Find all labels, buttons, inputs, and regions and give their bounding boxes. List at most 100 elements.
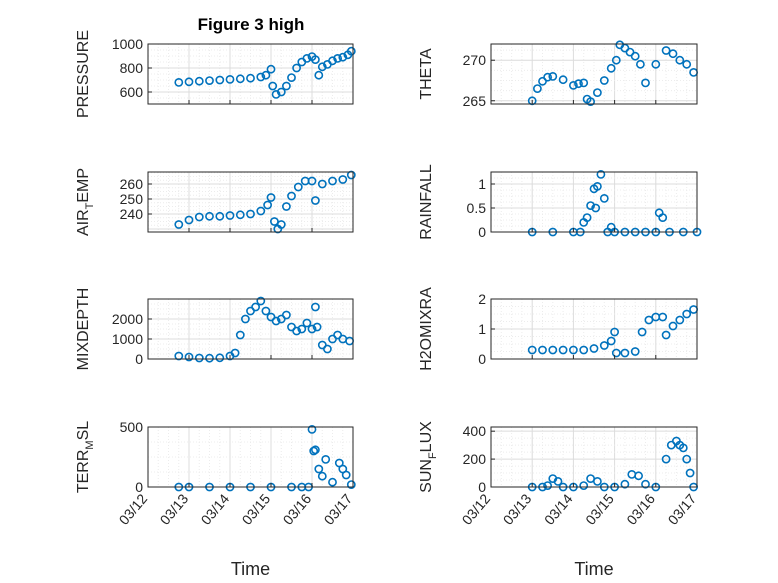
- y-tick-label: 0.5: [467, 200, 487, 216]
- data-point: [668, 321, 678, 331]
- data-point: [599, 193, 609, 203]
- y-tick-label: 260: [120, 176, 144, 192]
- data-point: [538, 345, 547, 355]
- x-tick-label: 03/12: [459, 490, 494, 527]
- subplot-terr_msl: 0 500 TERRMSL 03/12 03/13 03/14 03/15 03/16 03/1…: [75, 419, 356, 579]
- data-point: [338, 52, 348, 62]
- data-point: [641, 479, 650, 489]
- data-point: [293, 182, 303, 192]
- data-point: [599, 341, 609, 350]
- axes-box: [147, 171, 354, 233]
- data-point: [661, 330, 671, 340]
- data-point: [251, 302, 260, 312]
- data-point: [346, 480, 356, 489]
- data-point: [215, 75, 225, 85]
- y-tick-label: 0: [478, 479, 486, 495]
- data-point: [586, 97, 595, 106]
- y-tick-label: 800: [120, 60, 144, 76]
- y-tick-label: 0: [478, 224, 486, 240]
- data-point: [246, 209, 255, 219]
- data-point: [548, 72, 558, 81]
- axes-box: [490, 426, 698, 488]
- x-axis-label: Time: [231, 559, 270, 579]
- data-point: [620, 348, 630, 358]
- y-axis-label: MIXDEPTH: [75, 288, 92, 371]
- axes-box: [490, 171, 698, 233]
- data-point: [527, 345, 537, 355]
- axes-box: [147, 43, 354, 105]
- data-point: [533, 84, 542, 93]
- data-point: [317, 471, 327, 481]
- data-point: [310, 445, 320, 455]
- y-tick-label: 200: [463, 451, 487, 467]
- data-point: [630, 347, 640, 356]
- y-tick-label: 2: [478, 291, 486, 307]
- data-point: [309, 446, 319, 456]
- data-point: [682, 309, 692, 319]
- data-point: [205, 353, 214, 363]
- y-tick-label: 0: [135, 351, 143, 367]
- data-point: [685, 468, 695, 478]
- data-point: [310, 302, 320, 312]
- data-point: [661, 454, 671, 464]
- x-tick-label: 03/16: [623, 490, 658, 527]
- data-point: [675, 55, 685, 65]
- y-tick-label: 265: [463, 93, 487, 109]
- data-point: [593, 476, 602, 486]
- data-point: [174, 220, 184, 229]
- data-point: [205, 76, 214, 85]
- y-tick-label: 250: [120, 191, 144, 207]
- data-point: [548, 345, 558, 355]
- data-point: [579, 345, 589, 355]
- data-point: [312, 322, 322, 332]
- data-point: [610, 327, 619, 337]
- x-tick-label: 03/17: [321, 490, 356, 527]
- subplot-rainfall: 0 0.5 1 RAINFALL: [418, 164, 702, 240]
- y-tick-label: 2000: [112, 311, 143, 327]
- data-point: [591, 203, 601, 213]
- data-point: [661, 46, 671, 55]
- data-point: [225, 211, 235, 220]
- data-point: [328, 56, 337, 66]
- data-point: [579, 78, 589, 88]
- y-axis-label: SUNFLUX: [418, 421, 439, 493]
- data-point: [346, 46, 356, 56]
- data-point: [586, 201, 595, 210]
- y-axis-label: THETA: [418, 48, 435, 100]
- subplot-sun_flux: 0 200 400 SUNFLUX 03/12 03/13 03/14 03/15 03/16 0…: [418, 421, 699, 579]
- data-point: [338, 175, 348, 184]
- data-point: [634, 471, 643, 481]
- data-point: [651, 59, 661, 69]
- data-point: [292, 63, 301, 73]
- data-point: [569, 81, 578, 90]
- x-tick-label: 03/17: [665, 490, 700, 527]
- data-point: [543, 72, 552, 82]
- data-point: [225, 75, 235, 84]
- data-point: [194, 212, 204, 222]
- data-point: [558, 345, 568, 355]
- data-point: [256, 206, 266, 216]
- data-point: [215, 353, 225, 363]
- data-point: [261, 70, 271, 80]
- axes-box: [490, 43, 698, 105]
- data-point: [341, 470, 351, 480]
- data-point: [606, 63, 616, 73]
- data-point: [235, 330, 245, 340]
- data-point: [287, 191, 296, 201]
- data-point: [246, 73, 255, 83]
- data-point: [678, 443, 688, 453]
- data-point: [271, 90, 281, 99]
- data-point: [266, 64, 276, 74]
- data-point: [589, 344, 599, 353]
- data-point: [281, 81, 291, 91]
- subplot-pressure: 600 800 1000 PRESSURE: [75, 30, 356, 118]
- data-point: [174, 351, 184, 361]
- data-point: [599, 76, 609, 85]
- y-axis-label: H2OMIXRA: [418, 287, 435, 371]
- data-point: [625, 47, 635, 57]
- data-point: [194, 76, 204, 86]
- x-tick-label: 03/15: [239, 490, 274, 527]
- y-tick-label: 400: [463, 423, 487, 439]
- data-point: [641, 78, 650, 88]
